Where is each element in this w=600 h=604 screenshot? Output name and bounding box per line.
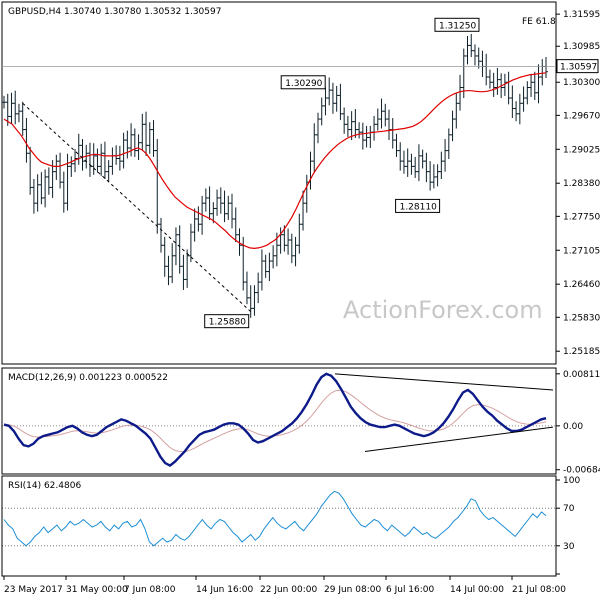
moving-average-line — [3, 72, 547, 250]
x-axis: 23 May 2017 31 May 00:007 Jun 08:00 14 Jun… — [3, 576, 566, 595]
x-tick-label: 21 Jul 08:00 — [512, 585, 566, 595]
x-tick-label: 22 Jun 00:00 — [260, 585, 317, 595]
macd-panel: MACD(12,26,9) 0.001223 0.000522 0.008118… — [1, 367, 600, 476]
x-tick-label: 7 Jun 08:00 — [124, 585, 176, 595]
rsi-panel-frame — [1, 475, 557, 577]
price-tick-label: 1.30985 — [563, 42, 600, 52]
x-tick-label: 29 Jun 08:00 — [324, 585, 381, 595]
macd-trendlines — [334, 373, 554, 452]
last-price-text: 1.30597 — [560, 63, 597, 73]
price-tick-label: 1.25830 — [563, 313, 600, 323]
x-tick-label: 14 Jul 00:00 — [450, 585, 504, 595]
price-tick-label: 1.29670 — [563, 111, 600, 121]
x-tick-label: 23 May 2017 — [4, 585, 63, 595]
price-tick-label: 1.28380 — [563, 179, 600, 189]
macd-lines — [3, 372, 547, 468]
price-label-text: 1.31250 — [439, 21, 476, 31]
price-tick-label: 1.27750 — [563, 212, 600, 222]
price-tick-label: 1.25185 — [563, 347, 600, 357]
rsi-y-ticks: 100 70 30 — [556, 476, 580, 575]
macd-panel-frame — [1, 367, 557, 475]
last-price: 1.30597 — [2, 59, 599, 74]
price-label-box — [204, 314, 250, 329]
macd-trendline-upper — [334, 373, 554, 391]
macd-title: MACD(12,26,9) 0.001223 0.000522 — [8, 373, 168, 383]
rsi-tick-label: 70 — [563, 504, 575, 514]
price-label-text: 1.30290 — [285, 79, 322, 89]
rsi-tick-label: 100 — [563, 476, 580, 486]
price-trendline-dashed — [22, 102, 252, 312]
rsi-grid — [2, 507, 556, 547]
price-tick-label: 1.30300 — [563, 78, 600, 88]
macd-tick-label: -0.006844 — [563, 466, 600, 476]
price-label-text: 1.28110 — [400, 202, 437, 212]
watermark: ActionForex.com — [343, 296, 543, 324]
moving-average — [3, 72, 547, 250]
macd-y-ticks: 0.008118 0.00 -0.006844 — [556, 370, 600, 476]
macd-trendline-lower — [364, 426, 554, 452]
price-label-box — [280, 75, 326, 90]
ohlc-readout: 1.30740 1.30780 1.30532 1.30597 — [64, 7, 221, 17]
macd-main-line — [3, 372, 547, 468]
price-tick-label: 1.27105 — [563, 246, 600, 256]
chart-title: GBPUSD,H4 — [8, 7, 61, 17]
price-trendlines — [22, 102, 252, 312]
price-label-box — [395, 198, 441, 213]
price-tick-label: 1.29025 — [563, 145, 600, 155]
price-label-text: 1.25880 — [209, 318, 246, 328]
price-y-ticks: 1.31595 1.30985 1.30300 1.29670 1.29025 1.283… — [556, 10, 600, 357]
macd-signal-line — [3, 389, 547, 453]
rsi-tick-label: 30 — [563, 542, 575, 552]
last-price-tag — [556, 59, 599, 74]
price-label-box — [434, 17, 480, 32]
price-tick-label: 1.31595 — [563, 10, 600, 20]
price-panel: GBPUSD,H4 1.30740 1.30780 1.30532 1.3059… — [1, 1, 600, 365]
rsi-panel: RSI(14) 62.4806 100 70 30 — [1, 475, 580, 577]
rsi-title: RSI(14) 62.4806 — [8, 481, 81, 491]
x-tick-label: 14 Jun 16:00 — [196, 585, 253, 595]
rsi-line — [3, 490, 547, 547]
fe-indicator-label: FE 61.8 — [522, 17, 556, 27]
rsi-path — [3, 490, 547, 547]
x-tick-label: 6 Jul 16:00 — [386, 585, 435, 595]
price-tick-label: 1.26460 — [563, 280, 600, 290]
price-bars — [2, 33, 548, 318]
macd-tick-label: 0.00 — [563, 422, 583, 432]
macd-tick-label: 0.008118 — [563, 370, 600, 380]
x-tick-label: 31 May 00:00 — [66, 585, 128, 595]
price-annotations: 1.31250 1.30290 1.28110 1.25880 — [204, 17, 480, 329]
